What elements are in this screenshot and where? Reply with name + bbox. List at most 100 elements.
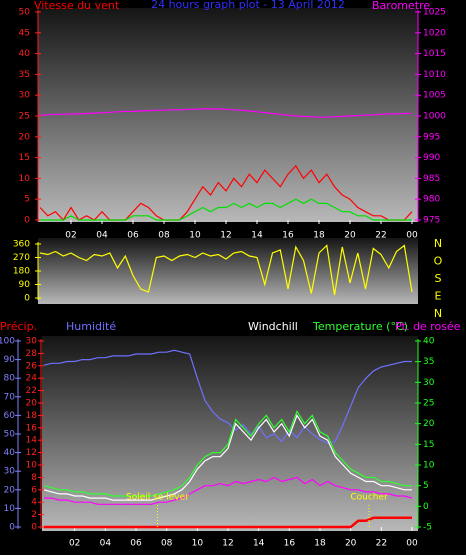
y-tick-label: 1005 <box>423 91 446 101</box>
y-tick-label: 10 <box>26 461 38 471</box>
x-tick-label: 10 <box>189 231 201 241</box>
y-tick-label: 990 <box>423 153 440 163</box>
series-line <box>39 108 412 118</box>
y-tick-label: 20 <box>19 132 31 142</box>
y-tick-label: 30 <box>4 467 16 477</box>
x-tick-label: 02 <box>65 231 76 241</box>
legend-label: Windchill <box>248 320 298 333</box>
y-tick-label: 15 <box>423 440 434 450</box>
x-tick-label: 08 <box>158 231 170 241</box>
x-tick-label: 00 <box>406 231 418 241</box>
y-tick-label: 16 <box>26 423 38 433</box>
x-tick-label: 16 <box>284 539 296 549</box>
y-tick-label: 90 <box>19 280 31 290</box>
y-tick-label: 0 <box>31 523 37 533</box>
y-tick-label: 50 <box>4 430 16 440</box>
y-tick-label: 10 <box>423 461 435 471</box>
chart-title: 24 hours graph plot - 13 April 2012 <box>151 0 345 11</box>
y-tick-label: 24 <box>26 374 38 384</box>
x-tick-label: 20 <box>345 539 357 549</box>
x-tick-label: 02 <box>69 539 80 549</box>
y-tick-label: 12 <box>26 448 37 458</box>
y-tick-label: 1020 <box>423 28 446 38</box>
y-tick-label: 180 <box>13 267 30 277</box>
series-line <box>43 414 412 501</box>
legend-label: Précip. <box>0 320 37 333</box>
y-tick-label: 985 <box>423 174 440 184</box>
x-tick-label: 00 <box>406 539 418 549</box>
y-tick-label: 5 <box>423 481 429 491</box>
y-tick-label: 1010 <box>423 70 446 80</box>
y-tick-label: 980 <box>423 195 440 205</box>
y-tick-label: 975 <box>423 216 440 226</box>
y-tick-label: 25 <box>19 112 30 122</box>
x-tick-label: 04 <box>96 231 108 241</box>
y-tick-label: 0 <box>24 216 30 226</box>
y-tick-label: 4 <box>31 498 37 508</box>
direction-label: E <box>435 290 442 303</box>
x-tick-label: 22 <box>375 231 386 241</box>
y-tick-label: 90 <box>4 355 16 365</box>
x-tick-label: 12 <box>222 539 233 549</box>
y-tick-label: 8 <box>31 473 37 483</box>
legend-label: Vitesse du vent <box>34 0 120 12</box>
series-line <box>39 164 413 221</box>
series-line <box>44 476 413 505</box>
y-tick-label: 18 <box>26 411 38 421</box>
y-tick-label: 80 <box>4 374 16 384</box>
y-tick-label: 6 <box>31 485 37 495</box>
y-tick-label: 1015 <box>423 49 446 59</box>
y-tick-label: 60 <box>4 411 16 421</box>
y-tick-label: 35 <box>423 357 434 367</box>
y-tick-label: 26 <box>26 361 38 371</box>
y-tick-label: 2 <box>31 510 37 520</box>
legend-label: Barometre <box>372 0 430 12</box>
y-tick-label: 10 <box>19 174 31 184</box>
y-tick-label: 25 <box>423 399 434 409</box>
y-tick-label: 40 <box>423 337 435 347</box>
y-tick-label: 20 <box>423 419 435 429</box>
annotation-label: Soleil se lever <box>126 493 189 503</box>
y-tick-label: 1000 <box>423 112 446 122</box>
x-tick-label: 22 <box>376 539 387 549</box>
y-tick-label: 0 <box>24 294 30 304</box>
y-tick-label: 0 <box>9 523 15 533</box>
y-tick-label: 270 <box>13 253 30 263</box>
x-tick-label: 16 <box>282 231 294 241</box>
x-tick-label: 20 <box>344 231 356 241</box>
direction-label: S <box>435 272 442 285</box>
x-tick-label: 18 <box>314 539 326 549</box>
y-tick-label: 20 <box>4 485 16 495</box>
x-tick-label: 06 <box>127 231 139 241</box>
y-tick-label: 360 <box>13 240 30 250</box>
y-tick-label: 100 <box>0 337 15 347</box>
y-tick-label: 22 <box>26 386 37 396</box>
legend-label: Pt. de rosée <box>395 320 461 333</box>
series-line <box>43 409 412 497</box>
x-tick-label: 10 <box>192 539 204 549</box>
x-tick-label: 08 <box>161 539 173 549</box>
series-line <box>39 244 413 296</box>
direction-label: N <box>434 237 442 250</box>
y-tick-label: 45 <box>19 28 30 38</box>
y-tick-label: 35 <box>19 70 30 80</box>
direction-label: O <box>434 255 443 268</box>
x-tick-label: 14 <box>253 539 265 549</box>
series-line <box>43 349 412 444</box>
x-tick-label: 04 <box>100 539 112 549</box>
y-tick-label: 40 <box>19 49 31 59</box>
y-tick-label: 30 <box>26 337 38 347</box>
y-tick-label: 70 <box>4 392 16 402</box>
legend-label: Humidité <box>66 320 116 333</box>
y-tick-label: 30 <box>423 378 435 388</box>
y-tick-label: 50 <box>19 8 31 18</box>
legend-label: Temperature (°C) <box>312 320 408 333</box>
y-tick-label: 0 <box>423 502 429 512</box>
y-tick-label: 30 <box>19 91 31 101</box>
panel-wind <box>38 8 418 222</box>
y-tick-label: 14 <box>26 436 38 446</box>
x-tick-label: 12 <box>220 231 231 241</box>
x-tick-label: 18 <box>313 231 325 241</box>
